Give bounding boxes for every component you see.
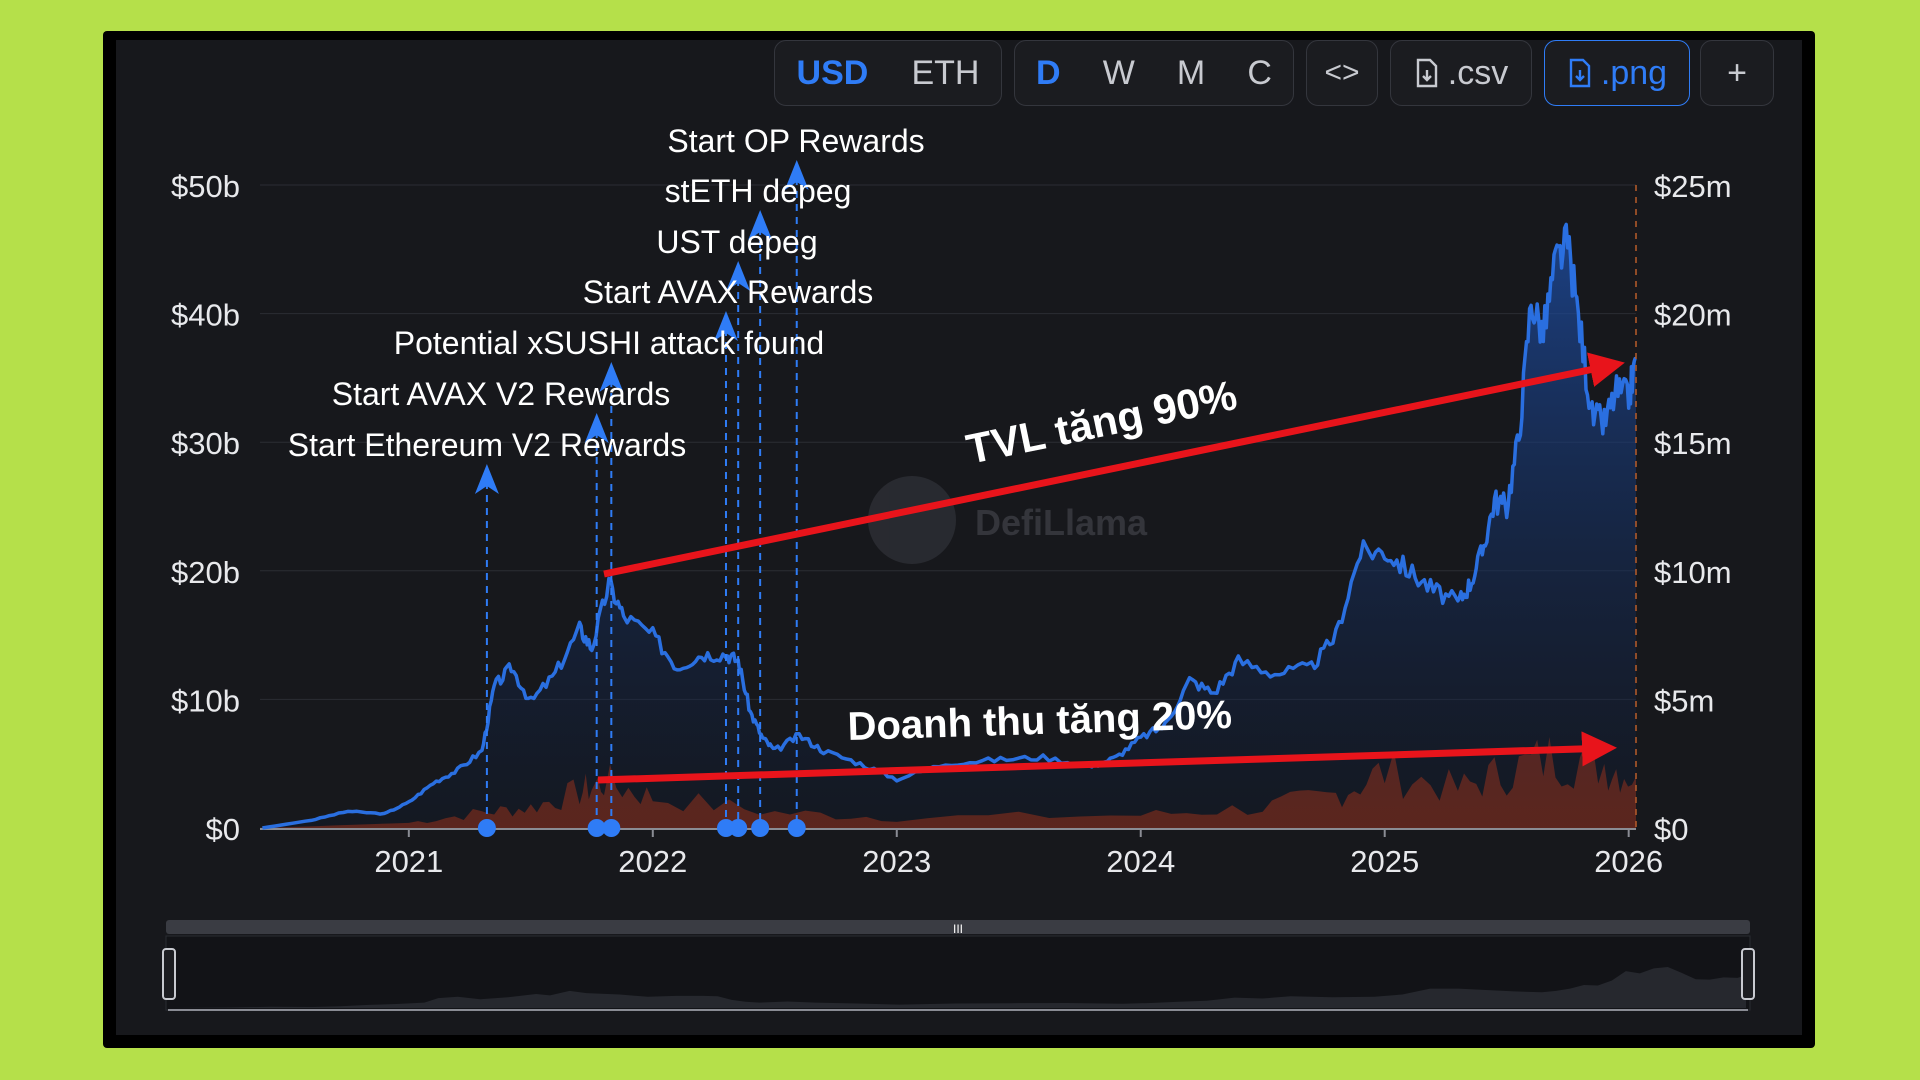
currency-usd-button[interactable]: USD: [796, 53, 869, 92]
tvl-growth-label: TVL tăng 90%: [962, 371, 1240, 473]
event-dot[interactable]: [751, 819, 770, 837]
download-png-button[interactable]: .png: [1544, 40, 1690, 106]
event-label: Potential xSUSHI attack found: [394, 325, 824, 361]
embed-button[interactable]: <>: [1306, 40, 1378, 106]
plus-icon: +: [1727, 53, 1747, 92]
period-d-button[interactable]: D: [1036, 53, 1061, 92]
defillama-watermark: DefiLlama: [868, 476, 1148, 564]
x-tick-label: 2021: [374, 844, 443, 879]
x-axis: 2021 2022 2023 2024 2025 2026: [260, 828, 1663, 879]
currency-toggle: USD ETH: [774, 40, 1002, 106]
csv-label: .csv: [1447, 53, 1509, 92]
y-right-tick-label: $0: [1654, 812, 1688, 847]
event-arrow-icon: [748, 210, 773, 240]
event-dot[interactable]: [587, 819, 606, 837]
x-tick-label: 2025: [1350, 844, 1419, 879]
y-left-tick-label: $50b: [171, 169, 240, 204]
navigator-left-handle[interactable]: [162, 948, 176, 1000]
event-arrow-icon: [713, 311, 738, 341]
event-label: Start AVAX V2 Rewards: [332, 376, 671, 412]
event-label: UST depeg: [656, 224, 817, 260]
file-download-icon: [1569, 58, 1591, 88]
event-arrow-icon: [784, 160, 809, 190]
y-right-tick-label: $15m: [1654, 426, 1732, 461]
y-left-tick-label: $10b: [171, 683, 240, 718]
currency-eth-button[interactable]: ETH: [911, 53, 980, 92]
navigator-grip-icon[interactable]: III: [953, 922, 963, 936]
code-icon: <>: [1324, 56, 1360, 89]
tvl-growth-arrow: [603, 352, 1625, 578]
range-navigator[interactable]: III: [162, 920, 1755, 1011]
event-label: Start OP Rewards: [667, 123, 924, 159]
navigator-right-handle[interactable]: [1741, 948, 1755, 1000]
event-dot[interactable]: [787, 819, 806, 837]
event-arrow-icon: [599, 362, 624, 392]
tvl-area: [262, 224, 1636, 828]
event-arrow-icon: [726, 261, 751, 291]
event-label: stETH depeg: [665, 173, 852, 209]
event-arrow-icon: [584, 413, 609, 443]
period-c-button[interactable]: C: [1247, 53, 1272, 92]
event-label: Start Ethereum V2 Rewards: [288, 427, 686, 463]
gridlines: [260, 184, 1636, 829]
y-right-tick-label: $10m: [1654, 555, 1732, 590]
event-dot[interactable]: [602, 819, 621, 837]
x-tick-label: 2024: [1106, 844, 1175, 879]
event-dot[interactable]: [729, 819, 748, 837]
download-csv-button[interactable]: .csv: [1390, 40, 1532, 106]
event-dot[interactable]: [477, 819, 496, 837]
period-toggle: D W M C: [1014, 40, 1294, 106]
file-download-icon: [1416, 58, 1437, 88]
y-right-tick-label: $20m: [1654, 298, 1732, 333]
right-y-axis: $0 $5m $10m $15m $20m $25m: [1654, 169, 1732, 847]
event-markers: Start Ethereum V2 Rewards Start AVAX V2 R…: [288, 123, 925, 837]
period-m-button[interactable]: M: [1176, 53, 1206, 92]
y-left-tick-label: $20b: [171, 555, 240, 590]
navigator-track: [166, 920, 1750, 934]
navigator-minichart: [170, 967, 1746, 1008]
left-y-axis: $0 $10b $20b $30b $40b $50b: [171, 169, 240, 847]
llama-logo-icon: [868, 476, 956, 564]
png-label: .png: [1600, 53, 1668, 92]
add-chart-button[interactable]: +: [1700, 40, 1774, 106]
watermark-text: DefiLlama: [975, 502, 1148, 543]
x-tick-label: 2022: [618, 844, 687, 879]
event-arrow-icon: [474, 464, 499, 494]
y-right-tick-label: $25m: [1654, 169, 1732, 204]
x-tick-label: 2023: [862, 844, 931, 879]
y-left-tick-label: $40b: [171, 298, 240, 333]
series-layer: [262, 222, 1637, 830]
y-left-tick-label: $30b: [171, 426, 240, 461]
y-left-tick-label: $0: [206, 812, 240, 847]
tvl-line: [262, 222, 1637, 830]
y-right-tick-label: $5m: [1654, 683, 1714, 718]
revenue-growth-arrow: [597, 731, 1617, 784]
period-w-button[interactable]: W: [1102, 53, 1135, 92]
event-label: Start AVAX Rewards: [583, 274, 873, 310]
x-tick-label: 2026: [1594, 844, 1663, 879]
